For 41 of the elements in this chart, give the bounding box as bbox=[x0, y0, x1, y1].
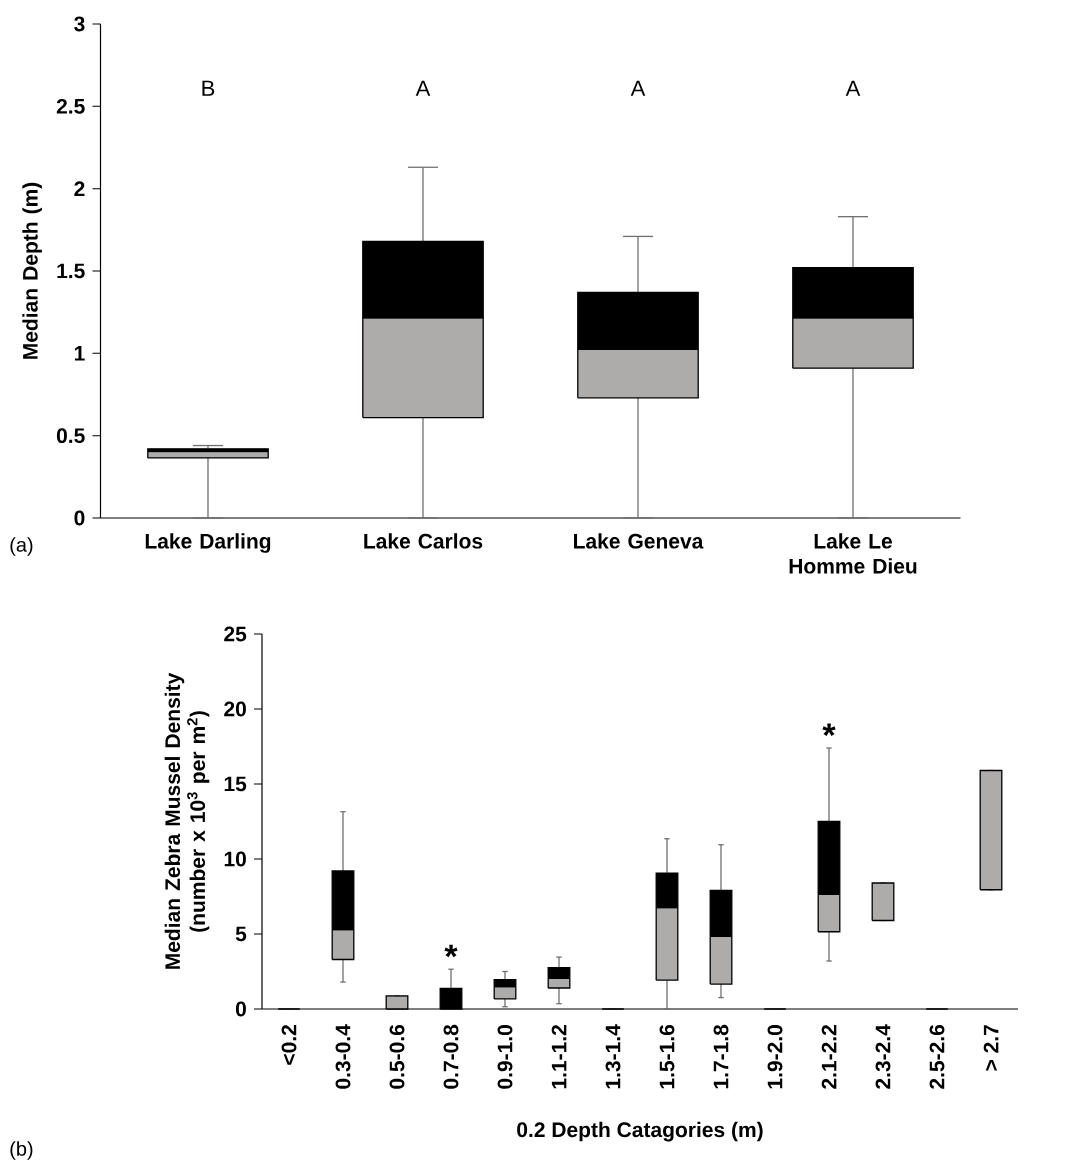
x-tick-label: 1.9-2.0 bbox=[767, 1025, 783, 1089]
x-tick-label: 0.5-0.6 bbox=[389, 1024, 405, 1089]
x-tick-label: Lake Le Homme Dieu bbox=[789, 533, 917, 574]
text: (b) bbox=[10, 1141, 33, 1160]
x-tick-label: 0.9-1.0 bbox=[497, 1025, 513, 1089]
y-axis-title: Median Depth (m) bbox=[22, 182, 42, 359]
x-tick-label: <0.2 bbox=[281, 1025, 297, 1065]
y-tick-label: 3 bbox=[74, 16, 85, 32]
x-tick-label: 2.1-2.2 bbox=[821, 1025, 837, 1089]
y-tick-label: 1 bbox=[74, 346, 85, 361]
x-tick-label: 0.7-0.8 bbox=[443, 1024, 459, 1089]
x-tick-label: Lake Geneva bbox=[574, 533, 704, 549]
x-tick-label: 1.5-1.6 bbox=[659, 1024, 675, 1089]
text: (a) bbox=[10, 537, 33, 556]
y-tick-label: 5 bbox=[235, 926, 247, 942]
annotation: A bbox=[845, 80, 861, 96]
x-tick-label: 2.5-2.6 bbox=[929, 1024, 945, 1089]
annotation: B bbox=[202, 80, 215, 96]
annotation: * bbox=[822, 723, 836, 737]
x-tick-label: 1.7-1.8 bbox=[713, 1024, 729, 1089]
y-tick-label: 25 bbox=[224, 626, 247, 642]
y-tick-label: 2.5 bbox=[56, 98, 85, 114]
y-tick-label: 20 bbox=[224, 701, 246, 717]
x-tick-label: Lake Carlos bbox=[364, 533, 483, 549]
x-tick-label: 0.3-0.4 bbox=[335, 1024, 351, 1089]
x-tick-label: Lake Darling bbox=[145, 533, 271, 553]
x-tick-label: 1.1-1.2 bbox=[551, 1025, 567, 1089]
y-tick-label: 10 bbox=[224, 851, 246, 867]
y-tick-label: 2 bbox=[74, 181, 85, 196]
y-tick-label: 0 bbox=[235, 1001, 246, 1017]
annotation: A bbox=[630, 80, 646, 96]
x-tick-label: > 2.7 bbox=[983, 1025, 999, 1071]
y-tick-label: 0.5 bbox=[56, 428, 85, 444]
x-tick-label: 2.3-2.4 bbox=[875, 1024, 891, 1089]
y-tick-label: 1.5 bbox=[57, 263, 85, 279]
x-axis-title: 0.2 Depth Catagories (m) bbox=[517, 1121, 763, 1142]
annotation: * bbox=[444, 944, 458, 958]
x-tick-label: 1.3-1.4 bbox=[605, 1024, 621, 1089]
y-tick-label: 15 bbox=[224, 776, 247, 792]
y-tick-label: 0 bbox=[74, 510, 85, 526]
annotation: A bbox=[415, 80, 431, 96]
